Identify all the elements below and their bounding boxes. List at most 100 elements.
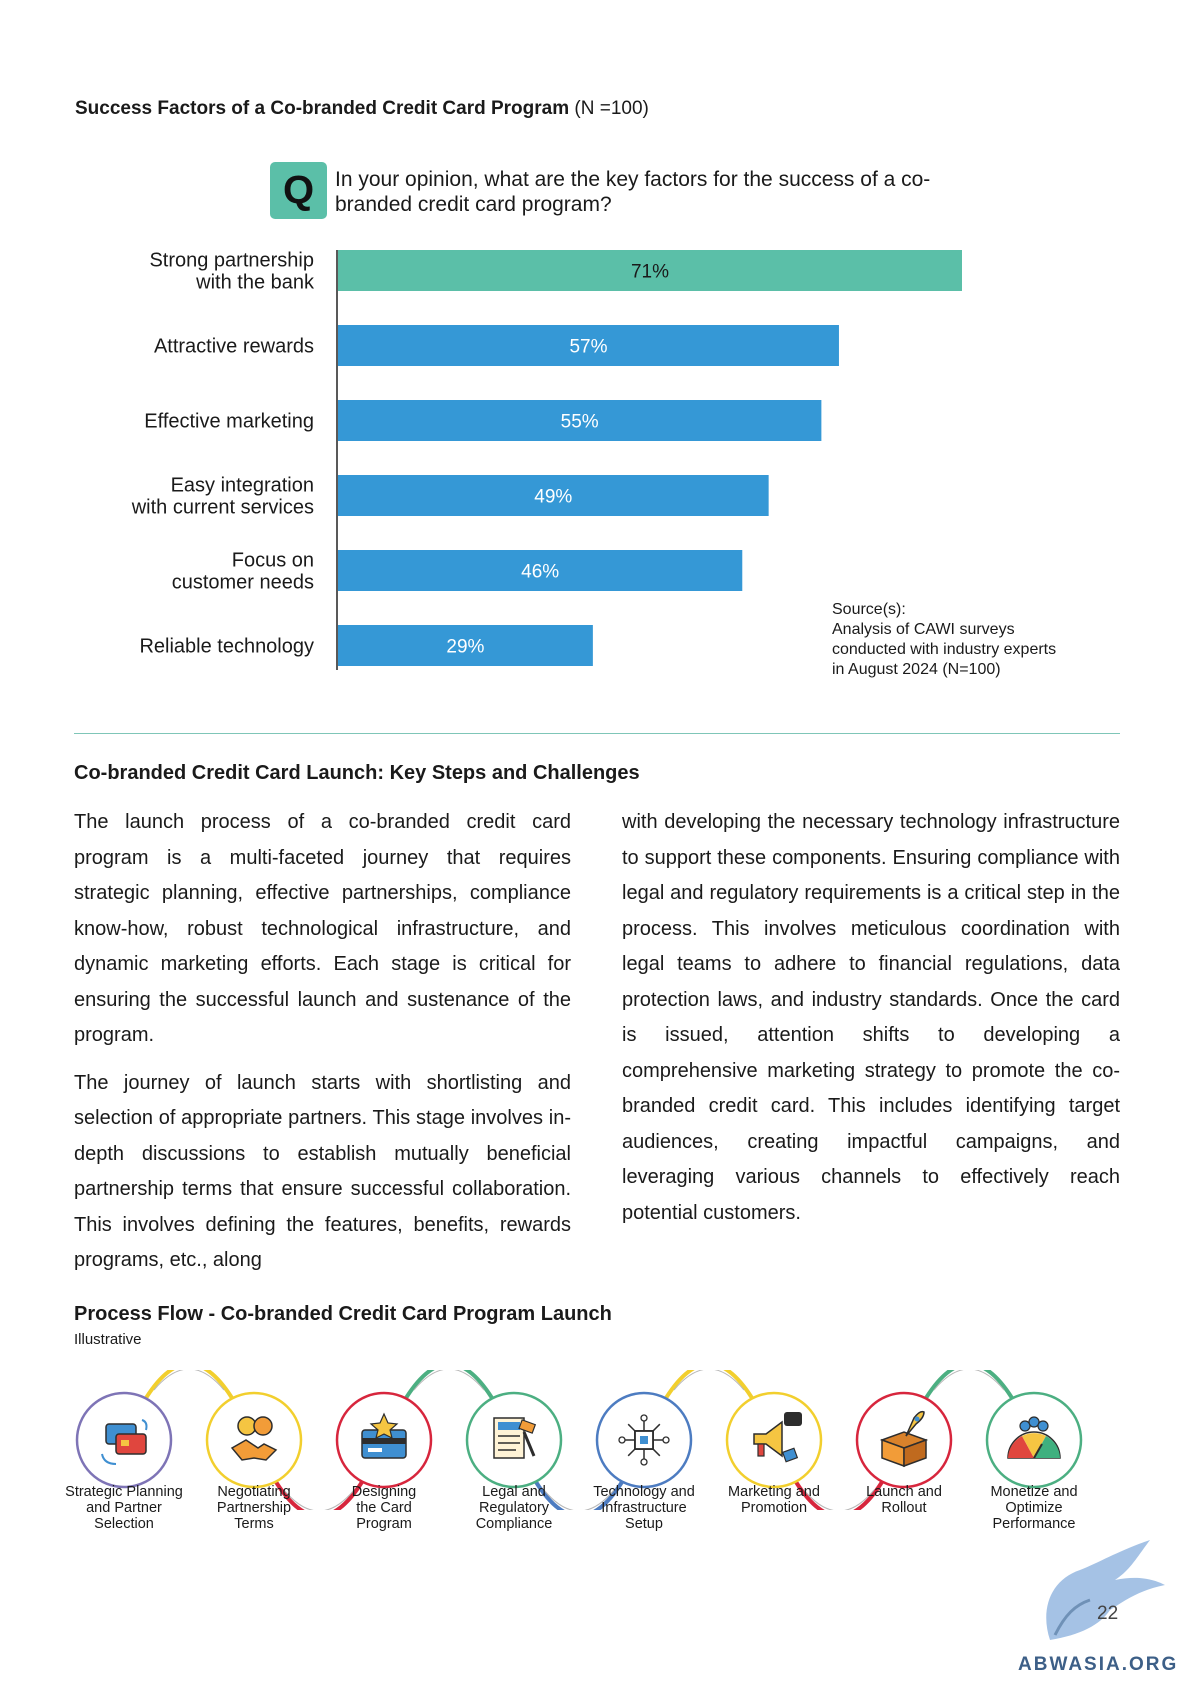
bar [338, 250, 962, 291]
flow-step [75, 1391, 173, 1489]
flow-step-label-line: the Card [356, 1500, 412, 1516]
flow-step [855, 1391, 953, 1489]
chart-title-sample-size: (N =100) [574, 98, 649, 119]
text-column-right: with developing the necessary technology… [622, 805, 1120, 1243]
flow-step-label-line: Launch and [866, 1484, 942, 1500]
bar-value-label: 46% [521, 562, 559, 583]
flow-step [595, 1391, 693, 1489]
flow-step-label-line: Designing [351, 1484, 417, 1500]
flow-step-label-line: Regulatory [478, 1500, 550, 1516]
handshake-icon [230, 1416, 278, 1461]
flow-step-label-line: Infrastructure [601, 1500, 687, 1516]
category-label: customer needs [172, 572, 314, 594]
flow-step-label: Marketing and Promotion [704, 1484, 844, 1516]
bar [338, 625, 593, 666]
flow-connector-arc [404, 1370, 494, 1400]
flow-step-label-line: Program [356, 1516, 412, 1532]
flow-step-label-line: Monetize and [990, 1484, 1078, 1500]
bar-value-label: 55% [561, 412, 599, 433]
source-note: Source(s): Analysis of CAWI surveys cond… [832, 600, 1122, 680]
page-number: 22 [1097, 1603, 1119, 1624]
flow-connector-arc [924, 1370, 1014, 1400]
flow-step-label: Monetize and Optimize Performance [964, 1484, 1104, 1532]
flow-step-label: Designing the Card Program [314, 1484, 454, 1532]
legal-document-icon [493, 1417, 537, 1459]
flow-step-label: Legal and Regulatory Compliance [444, 1484, 584, 1532]
text-column-left: The launch process of a co-branded credi… [74, 805, 571, 1291]
paragraph: with developing the necessary technology… [622, 811, 1120, 1224]
category-label: with the bank [195, 272, 315, 294]
flow-connector-arrow [283, 1489, 355, 1510]
question-badge: Q [270, 162, 327, 219]
flow-step-label-line: and Partner [86, 1500, 162, 1516]
category-label: Strong partnership [149, 250, 314, 272]
flow-step-label-line: Negotiating [217, 1484, 291, 1500]
flow-step-circle [205, 1391, 303, 1489]
section-title: Co-branded Credit Card Launch: Key Steps… [74, 762, 640, 784]
source-line: conducted with industry experts [832, 641, 1057, 658]
flow-step-label-line: Setup [625, 1516, 663, 1532]
bar-value-label: 71% [631, 262, 669, 283]
card-design-icon [361, 1412, 407, 1459]
flow-connector-arrow [543, 1489, 615, 1510]
flow-step-label-line: Selection [94, 1516, 154, 1532]
source-heading: Source(s): [832, 601, 906, 618]
flow-step-label-line: Partnership [216, 1500, 292, 1516]
watermark-logo [1046, 1540, 1165, 1640]
bar-value-label: 49% [534, 487, 572, 508]
watermark-text: ABWASIA.ORG [1018, 1654, 1179, 1675]
flow-step-label-line: Legal and [482, 1484, 546, 1500]
megaphone-icon [753, 1412, 802, 1463]
rocket-box-icon [879, 1410, 929, 1468]
source-line: Analysis of CAWI surveys [832, 621, 1015, 638]
flow-connector-arrow [413, 1370, 485, 1391]
flow-step-label-line: Terms [234, 1516, 274, 1532]
paragraph: The journey of launch starts with shortl… [74, 1071, 571, 1272]
flow-connector-arc [274, 1480, 364, 1510]
flow-step-label: Launch and Rollout [834, 1484, 974, 1516]
category-label: Focus on [232, 550, 314, 572]
category-label: Effective marketing [144, 411, 314, 433]
flow-step [465, 1391, 563, 1489]
flow-step-label-line: Promotion [740, 1500, 808, 1516]
flow-connector-arc [794, 1480, 884, 1510]
flow-step [205, 1391, 303, 1489]
flow-step-label-line: Optimize [1005, 1500, 1063, 1516]
flow-step-label-line: Technology and [593, 1484, 695, 1500]
team-gauge-icon [1007, 1416, 1061, 1459]
bar-value-label: 57% [569, 337, 607, 358]
bar [338, 550, 743, 591]
paragraph: The launch process of a co-branded credi… [74, 811, 571, 1046]
category-label: Attractive rewards [154, 336, 314, 358]
flow-connector-arrow [933, 1370, 1005, 1391]
chart-title-text: Success Factors of a Co-branded Credit C… [75, 98, 570, 119]
flow-step-label: Technology and Infrastructure Setup [574, 1484, 714, 1532]
flow-connector-arrow [803, 1489, 875, 1510]
category-label: with current services [131, 497, 314, 519]
flow-connector-arc [144, 1370, 234, 1400]
bar [338, 325, 839, 366]
bar [338, 400, 822, 441]
bar [338, 475, 769, 516]
flow-connector-arrow [673, 1370, 745, 1391]
bar-value-label: 29% [446, 637, 484, 658]
flow-step-label: Negotiating Partnership Terms [184, 1484, 324, 1532]
section-divider [74, 733, 1120, 734]
survey-question: In your opinion, what are the key factor… [335, 168, 931, 216]
card-exchange-icon [101, 1419, 148, 1465]
flow-step-label-line: Rollout [881, 1500, 927, 1516]
process-flow-subtitle: Illustrative [74, 1331, 142, 1348]
flow-step [335, 1391, 433, 1489]
category-label: Easy integration [171, 475, 314, 497]
flow-step-label: Strategic Planning and Partner Selection [54, 1484, 194, 1532]
flow-step-label-line: Marketing and [728, 1484, 820, 1500]
source-line: in August 2024 (N=100) [832, 661, 1001, 678]
flow-step-label-line: Compliance [475, 1516, 553, 1532]
chart-title: Success Factors of a Co-branded Credit C… [75, 98, 649, 120]
flow-step-label-line: Performance [992, 1516, 1076, 1532]
process-flow-title: Process Flow - Co-branded Credit Card Pr… [74, 1303, 612, 1325]
flow-step-label-line: Strategic Planning [65, 1484, 183, 1500]
flow-connector-arrow [153, 1370, 225, 1391]
flow-connector-arc [664, 1370, 754, 1400]
